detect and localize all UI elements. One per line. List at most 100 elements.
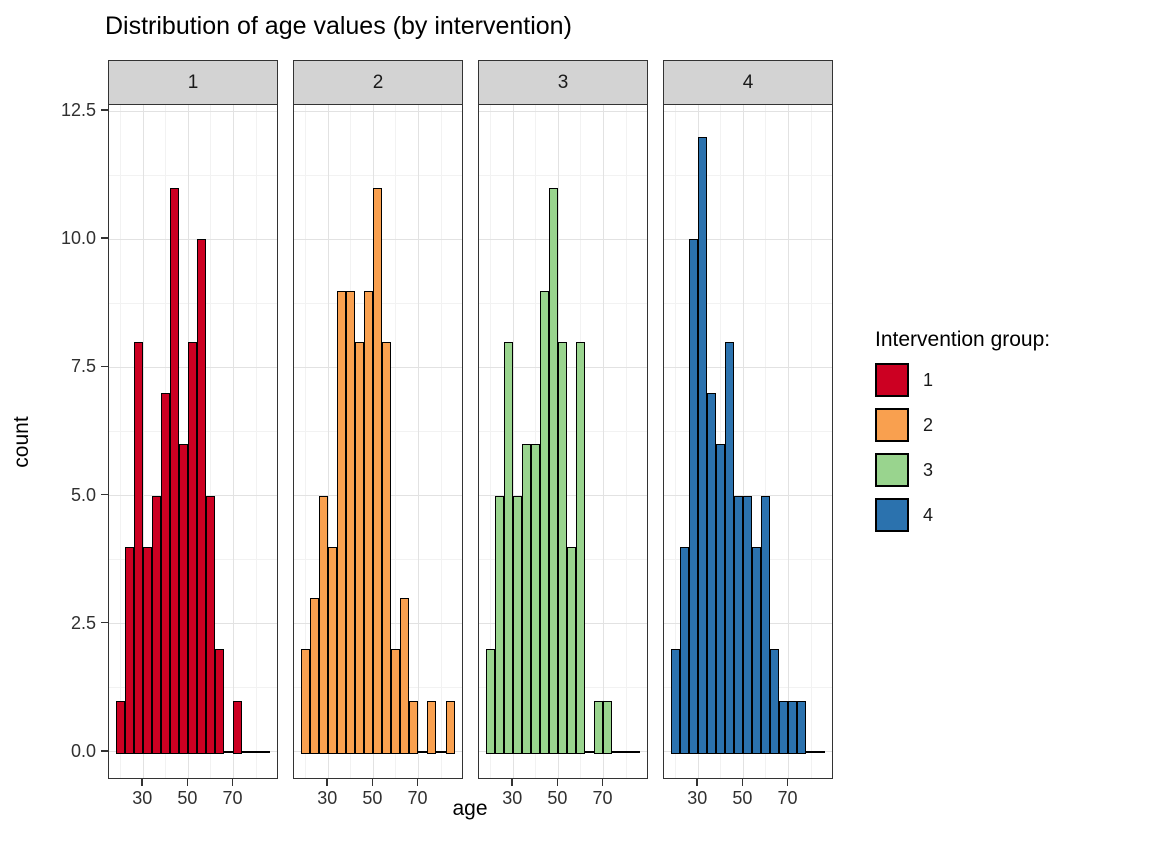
histogram-bar: [540, 290, 550, 754]
histogram-bar: [689, 239, 699, 754]
x-minor-gridline: [440, 105, 442, 778]
y-tick-mark: [101, 237, 108, 240]
legend-swatch: [875, 498, 909, 532]
x-major-gridline: [742, 105, 744, 778]
histogram-bar: [513, 495, 523, 754]
x-major-gridline: [787, 105, 789, 778]
x-tick-label: 50: [362, 788, 383, 808]
x-major-gridline: [142, 105, 144, 778]
x-minor-gridline: [395, 105, 397, 778]
x-tick-label: 70: [592, 788, 613, 808]
histogram-bar: [301, 649, 311, 754]
legend-item: 3: [875, 453, 1050, 487]
x-tick-mark: [371, 779, 374, 786]
facet-strip: 1: [108, 60, 278, 105]
histogram-bar: [797, 700, 807, 754]
facet-panel: [663, 104, 833, 779]
y-tick-mark: [101, 750, 108, 752]
x-tick-label: 30: [317, 788, 338, 808]
histogram-bar: [504, 341, 514, 754]
chart-title: Distribution of age values (by intervent…: [105, 12, 572, 40]
y-tick-label: 12.5: [60, 100, 96, 121]
histogram-bar: [400, 598, 410, 754]
y-tick-mark: [101, 365, 108, 368]
y-tick-mark: [101, 621, 108, 624]
histogram-bar: [549, 188, 559, 754]
facet-strip-label: 1: [187, 71, 199, 93]
histogram-bar: [215, 649, 225, 754]
histogram-bar: [779, 700, 789, 754]
x-tick-mark: [231, 779, 234, 786]
x-tick-label: 70: [777, 788, 798, 808]
histogram-bar: [328, 546, 338, 754]
histogram-bar: [116, 700, 126, 754]
x-minor-gridline: [720, 105, 722, 778]
histogram-bar: [680, 546, 690, 754]
y-major-gridline: [109, 238, 277, 240]
facet-panel: [478, 104, 648, 779]
y-major-gridline: [664, 238, 832, 240]
facet-strip-label: 3: [557, 71, 569, 93]
legend-swatch: [875, 363, 909, 397]
y-major-gridline: [479, 110, 647, 112]
y-major-gridline: [109, 110, 277, 112]
x-tick-label: 70: [407, 788, 428, 808]
histogram-bar: [161, 393, 171, 754]
histogram-bar: [707, 393, 717, 754]
x-tick-label: 30: [132, 788, 153, 808]
y-tick-label: 10.0: [60, 228, 96, 249]
x-minor-gridline: [810, 105, 812, 778]
histogram-bar: [531, 444, 541, 754]
x-tick-mark: [511, 779, 514, 786]
y-minor-gridline: [664, 174, 832, 176]
legend-item-label: 1: [923, 369, 934, 390]
x-tick-label: 30: [687, 788, 708, 808]
legend-item: 1: [875, 363, 1050, 397]
x-major-gridline: [512, 105, 514, 778]
x-tick-mark: [416, 779, 419, 786]
x-tick-mark: [601, 779, 604, 786]
x-tick-label: 30: [502, 788, 523, 808]
histogram-bar: [445, 700, 455, 754]
histogram-bar: [495, 495, 505, 754]
facet-strip: 4: [663, 60, 833, 105]
histogram-bar: [603, 700, 613, 754]
histogram-bar: [716, 444, 726, 754]
x-tick-mark: [786, 779, 789, 786]
y-major-gridline: [664, 110, 832, 112]
histogram-bar: [761, 495, 771, 754]
x-tick-label: 50: [177, 788, 198, 808]
x-major-gridline: [417, 105, 419, 778]
facet-strip: 3: [478, 60, 648, 105]
histogram-bar: [364, 290, 374, 754]
x-minor-gridline: [120, 105, 122, 778]
legend-item-label: 4: [923, 504, 934, 525]
x-axis-title: age: [452, 797, 488, 820]
legend-title: Intervention group:: [875, 328, 1051, 351]
y-minor-gridline: [664, 302, 832, 304]
legend-swatch: [875, 408, 909, 442]
x-minor-gridline: [675, 105, 677, 778]
histogram-bar: [770, 649, 780, 754]
histogram-bar: [558, 341, 568, 754]
histogram-bar: [134, 341, 144, 754]
facet-strip: 2: [293, 60, 463, 105]
legend: Intervention group: 1 2 3 4: [875, 328, 1050, 532]
histogram-bar: [725, 341, 735, 754]
y-tick-label: 7.5: [70, 356, 96, 377]
histogram-bar: [197, 239, 207, 754]
histogram-bar: [743, 495, 753, 754]
facet-strip-label: 4: [742, 71, 754, 93]
y-minor-gridline: [479, 174, 647, 176]
x-tick-label: 50: [732, 788, 753, 808]
x-tick-label: 70: [222, 788, 243, 808]
x-tick-mark: [326, 779, 329, 786]
histogram-bar: [671, 649, 681, 754]
histogram-bar: [206, 495, 216, 754]
x-major-gridline: [327, 105, 329, 778]
y-tick-label: 0.0: [70, 740, 96, 761]
facet-panel: [108, 104, 278, 779]
x-major-gridline: [602, 105, 604, 778]
histogram-bar: [698, 136, 708, 754]
